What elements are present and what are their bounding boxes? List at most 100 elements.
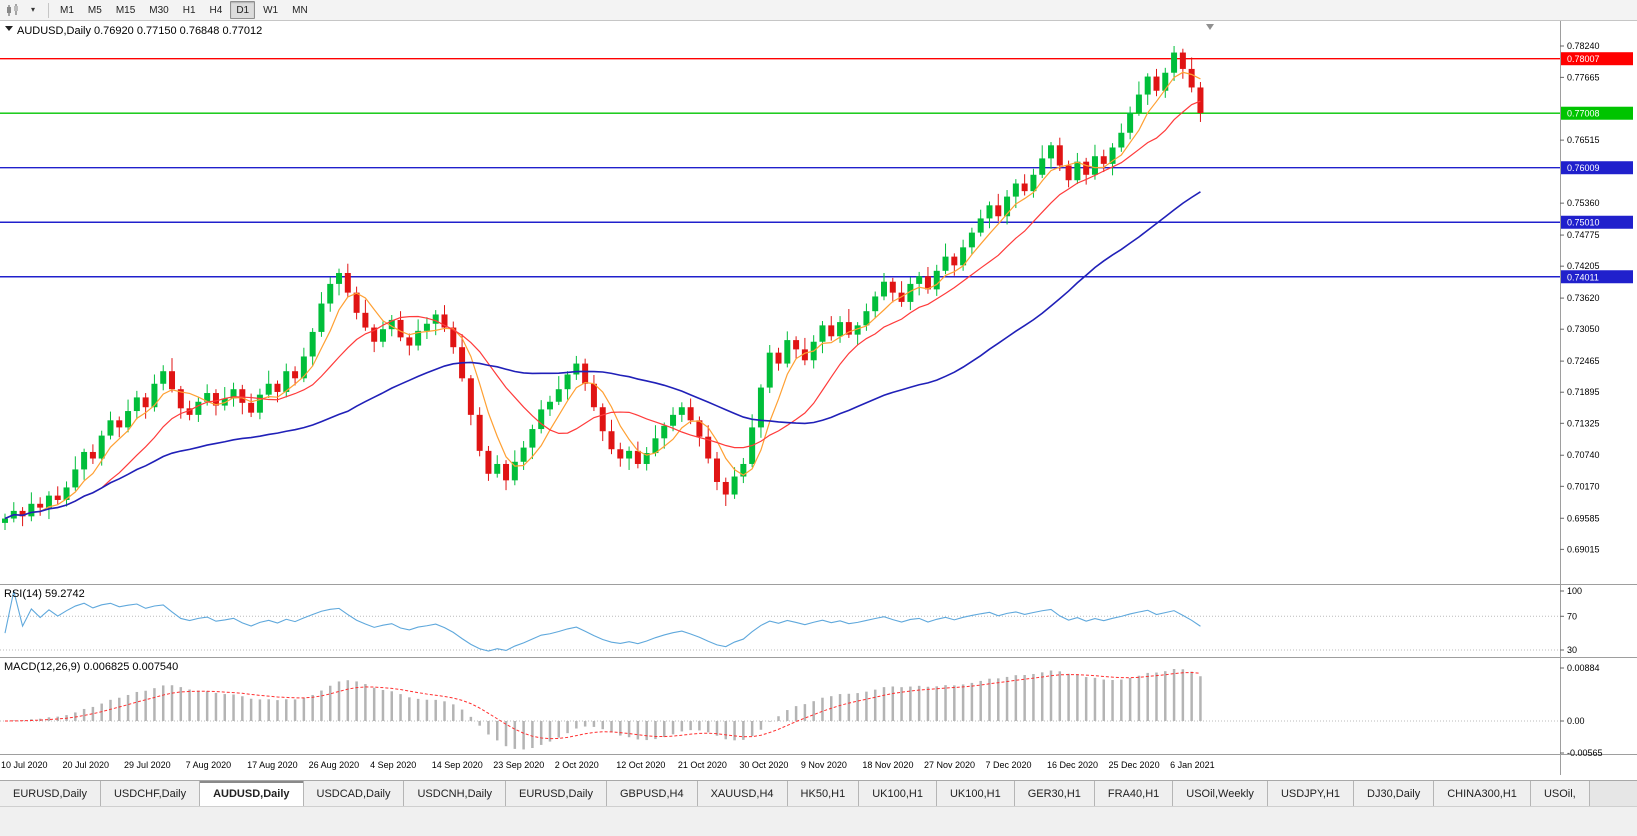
chart-tab-usdcad-daily[interactable]: USDCAD,Daily <box>303 781 405 806</box>
date-axis-label: 29 Jul 2020 <box>124 760 171 770</box>
date-axis-label: 14 Sep 2020 <box>432 760 483 770</box>
ma-line <box>4 191 1201 520</box>
date-axis-label: 20 Jul 2020 <box>63 760 110 770</box>
macd-axis-tick: 0.00 <box>1567 716 1585 726</box>
macd-axis-tick: 0.00884 <box>1567 663 1600 673</box>
chevron-down-icon: ▾ <box>30 5 35 14</box>
timeframe-button-mn[interactable]: MN <box>292 4 308 16</box>
macd-layer <box>0 669 1560 750</box>
timeframe-button-m15[interactable]: M15 <box>115 4 136 16</box>
chart-type-button[interactable] <box>3 1 23 19</box>
timeframe-button-w1[interactable]: W1 <box>263 4 279 16</box>
price-level-label <box>1561 215 1633 229</box>
timeframe-buttons: M1 M5 M15 M30 H1 H4 D1 W1 MN <box>54 1 314 19</box>
chart-tab-uk100-h1[interactable]: UK100,H1 <box>936 781 1015 806</box>
svg-text:0.75010: 0.75010 <box>1567 218 1600 228</box>
candlestick-icon <box>7 3 18 16</box>
svg-text:0.78007: 0.78007 <box>1567 54 1600 64</box>
date-axis-label: 18 Nov 2020 <box>862 760 913 770</box>
price-level-label <box>1561 270 1633 284</box>
chart-tab-fra40-h1[interactable]: FRA40,H1 <box>1094 781 1174 806</box>
chart-tab-dj30-daily[interactable]: DJ30,Daily <box>1354 781 1435 806</box>
price-axis-tick: 0.77665 <box>1567 72 1600 82</box>
date-axis-label: 2 Oct 2020 <box>555 760 599 770</box>
timeframe-button-d1[interactable]: D1 <box>230 1 256 19</box>
candles-layer <box>2 46 1204 530</box>
timeframe-button-m30[interactable]: M30 <box>149 4 169 16</box>
date-axis-layer: 10 Jul 2020 20 Jul 2020 29 Jul 2020 7 Aug 2… <box>1 760 1215 770</box>
chart-region[interactable]: 0.78240 0.77665 0.76515 0.75360 0.74775 0.742… <box>0 21 1637 780</box>
price-axis-tick: 0.73620 <box>1567 293 1600 303</box>
svg-text:0.76009: 0.76009 <box>1567 163 1600 173</box>
chart-tab-usdchf-daily[interactable]: USDCHF,Daily <box>100 781 201 806</box>
chart-tab-ger30-h1[interactable]: GER30,H1 <box>1014 781 1095 806</box>
date-axis-label: 6 Jan 2021 <box>1170 760 1215 770</box>
chart-tab-gbpusd-h4[interactable]: GBPUSD,H4 <box>607 781 698 806</box>
macd-axis-tick: -0.00565 <box>1567 748 1603 758</box>
chart-title-dropdown-icon[interactable] <box>5 26 13 31</box>
timeframe-toolbar: ▾ M1 M5 M15 M30 H1 H4 D1 W1 MN <box>0 0 1637 21</box>
timeframe-dropdown-button[interactable]: ▾ <box>23 1 43 19</box>
chart-tab-audusd-daily[interactable]: AUDUSD,Daily <box>200 781 304 806</box>
price-axis-tick: 0.71325 <box>1567 418 1600 428</box>
chart-tab-xauusd-h4[interactable]: XAUUSD,H4 <box>697 781 788 806</box>
price-axis-tick: 0.75360 <box>1567 198 1600 208</box>
price-axis-tick: 0.71895 <box>1567 387 1600 397</box>
rsi-layer <box>0 590 1560 652</box>
chart-tab-eurusd-daily[interactable]: EURUSD,Daily <box>506 781 607 806</box>
chart-tab-usoil[interactable]: USOil, <box>1530 781 1590 806</box>
status-bar <box>0 806 1637 836</box>
chart-title: AUDUSD,Daily 0.76920 0.77150 0.76848 0.7… <box>17 25 262 37</box>
price-level-label <box>1561 106 1633 120</box>
svg-text:0.77008: 0.77008 <box>1567 109 1600 119</box>
price-axis-tick: 0.69585 <box>1567 513 1600 523</box>
date-axis-label: 12 Oct 2020 <box>616 760 665 770</box>
chart-tab-china300-h1[interactable]: CHINA300,H1 <box>1434 781 1531 806</box>
macd-label: MACD(12,26,9) 0.006825 0.007540 <box>4 661 178 673</box>
macd-signal-line <box>4 672 1201 740</box>
timeframe-button-h4[interactable]: H4 <box>209 4 223 16</box>
price-axis-tick: 0.76515 <box>1567 135 1600 145</box>
rsi-line <box>4 590 1201 652</box>
timeframe-button-m1[interactable]: M1 <box>60 4 74 16</box>
price-axis-tick: 0.78240 <box>1567 41 1600 51</box>
date-axis-label: 21 Oct 2020 <box>678 760 727 770</box>
price-level-label <box>1561 52 1633 66</box>
axis-labels-layer: 0.78240 0.77665 0.76515 0.75360 0.74775 0.742… <box>1560 41 1633 758</box>
chart-tab-usoil-weekly[interactable]: USOil,Weekly <box>1173 781 1268 806</box>
chart-tab-eurusd-daily[interactable]: EURUSD,Daily <box>0 781 101 806</box>
date-axis-label: 30 Oct 2020 <box>739 760 788 770</box>
price-level-label <box>1561 161 1633 175</box>
chart-tab-usdcnh-daily[interactable]: USDCNH,Daily <box>404 781 507 806</box>
date-axis-label: 27 Nov 2020 <box>924 760 975 770</box>
price-axis-tick: 0.70740 <box>1567 450 1600 460</box>
timeframe-button-h1[interactable]: H1 <box>182 4 196 16</box>
date-axis-label: 10 Jul 2020 <box>1 760 48 770</box>
date-axis-label: 16 Dec 2020 <box>1047 760 1098 770</box>
date-axis-label: 4 Sep 2020 <box>370 760 416 770</box>
ma-layer <box>4 71 1201 520</box>
date-axis-label: 9 Nov 2020 <box>801 760 847 770</box>
price-axis-tick: 0.73050 <box>1567 324 1600 334</box>
scroll-anchor-icon[interactable] <box>1206 24 1214 30</box>
ma-line <box>4 71 1201 520</box>
rsi-axis-tick: 30 <box>1567 645 1577 655</box>
chart-tabs-bar: EURUSD,Daily USDCHF,Daily AUDUSD,Daily USDC… <box>0 780 1637 806</box>
chart-canvas[interactable]: 0.78240 0.77665 0.76515 0.75360 0.74775 0.742… <box>0 21 1637 775</box>
toolbar-separator <box>48 2 49 18</box>
timeframe-button-m5[interactable]: M5 <box>87 4 102 16</box>
grid-layer <box>0 21 1637 775</box>
chart-tab-uk100-h1[interactable]: UK100,H1 <box>859 781 937 806</box>
price-axis-tick: 0.69015 <box>1567 544 1600 554</box>
rsi-axis-tick: 100 <box>1567 586 1582 596</box>
rsi-axis-tick: 70 <box>1567 611 1577 621</box>
date-axis-label: 25 Dec 2020 <box>1109 760 1160 770</box>
ma-line <box>4 100 1201 520</box>
price-axis-tick: 0.70170 <box>1567 481 1600 491</box>
rsi-label: RSI(14) 59.2742 <box>4 588 85 600</box>
svg-text:0.74011: 0.74011 <box>1567 272 1599 282</box>
chart-tab-usdjpy-h1[interactable]: USDJPY,H1 <box>1267 781 1355 806</box>
chart-tab-hk50-h1[interactable]: HK50,H1 <box>787 781 860 806</box>
price-axis-tick: 0.72465 <box>1567 356 1600 366</box>
